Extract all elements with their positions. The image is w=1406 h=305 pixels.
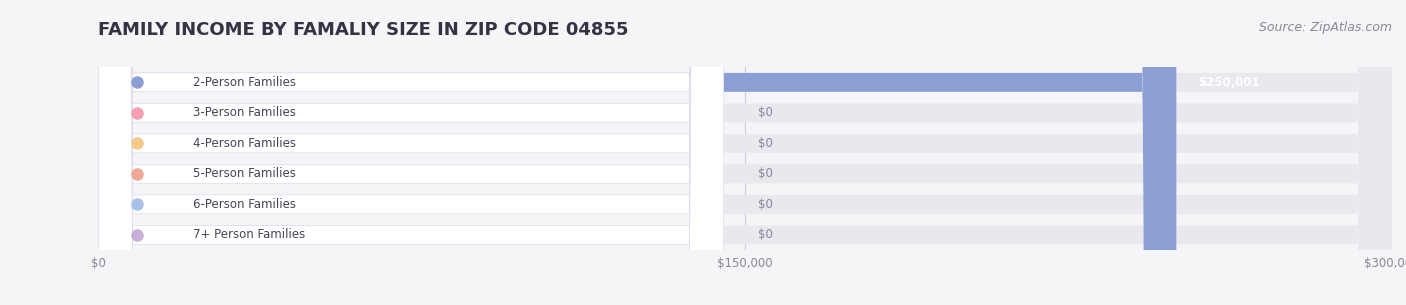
FancyBboxPatch shape	[98, 0, 724, 305]
Text: $0: $0	[758, 228, 773, 241]
Text: FAMILY INCOME BY FAMALIY SIZE IN ZIP CODE 04855: FAMILY INCOME BY FAMALIY SIZE IN ZIP COD…	[98, 21, 628, 39]
Text: Source: ZipAtlas.com: Source: ZipAtlas.com	[1258, 21, 1392, 34]
Text: $250,001: $250,001	[1198, 76, 1260, 89]
FancyBboxPatch shape	[98, 0, 724, 305]
FancyBboxPatch shape	[98, 0, 724, 305]
FancyBboxPatch shape	[98, 0, 1392, 305]
Text: $0: $0	[758, 137, 773, 150]
Text: $0: $0	[758, 106, 773, 119]
Text: 7+ Person Families: 7+ Person Families	[193, 228, 305, 241]
Text: 2-Person Families: 2-Person Families	[193, 76, 297, 89]
FancyBboxPatch shape	[98, 0, 1392, 305]
Text: 3-Person Families: 3-Person Families	[193, 106, 297, 119]
Text: $0: $0	[758, 198, 773, 211]
FancyBboxPatch shape	[98, 0, 724, 305]
FancyBboxPatch shape	[98, 0, 1177, 305]
FancyBboxPatch shape	[98, 0, 1392, 305]
FancyBboxPatch shape	[98, 0, 1392, 305]
FancyBboxPatch shape	[98, 0, 1392, 305]
FancyBboxPatch shape	[98, 0, 724, 305]
Text: 5-Person Families: 5-Person Families	[193, 167, 297, 180]
Text: $0: $0	[758, 167, 773, 180]
Text: 4-Person Families: 4-Person Families	[193, 137, 297, 150]
FancyBboxPatch shape	[98, 0, 724, 305]
Text: 6-Person Families: 6-Person Families	[193, 198, 297, 211]
FancyBboxPatch shape	[98, 0, 1392, 305]
